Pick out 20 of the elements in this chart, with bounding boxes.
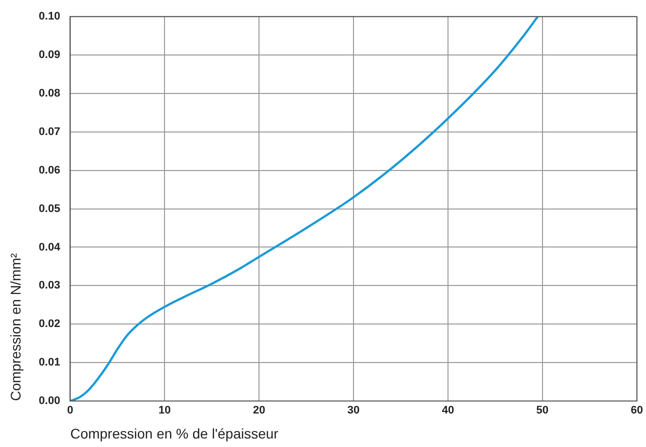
y-tick-label: 0.10 xyxy=(38,10,60,23)
y-tick-label: 0.05 xyxy=(38,202,60,215)
y-tick-label: 0.02 xyxy=(38,318,60,330)
x-tick-label: 30 xyxy=(347,404,360,417)
y-tick-label: 0.00 xyxy=(38,395,60,408)
x-tick-label: 0 xyxy=(67,404,74,417)
x-tick-label: 10 xyxy=(158,404,171,417)
y-tick-label: 0.03 xyxy=(38,280,60,292)
y-tick-label: 0.09 xyxy=(38,49,60,62)
x-tick-label: 50 xyxy=(536,404,549,417)
y-axis-title: Compression en N/mm² xyxy=(7,252,24,401)
y-tick-label: 0.08 xyxy=(38,88,60,100)
x-axis-title: Compression en % de l'épaisseur xyxy=(70,425,279,442)
y-tick-label: 0.04 xyxy=(38,241,62,254)
x-tick-label: 20 xyxy=(252,404,266,417)
y-tick-label: 0.07 xyxy=(38,126,60,138)
y-tick-label: 0.01 xyxy=(38,356,60,369)
x-tick-label: 40 xyxy=(442,404,454,417)
x-tick-label: 60 xyxy=(630,404,644,417)
y-tick-label: 0.06 xyxy=(38,164,60,176)
